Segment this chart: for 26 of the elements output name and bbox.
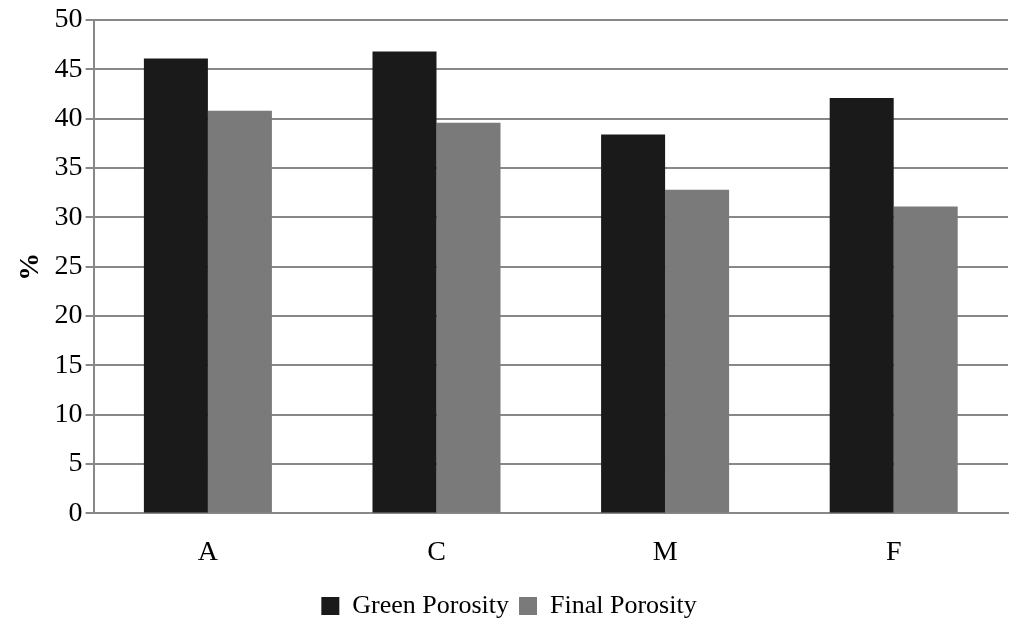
x-tick-label: C <box>427 534 446 566</box>
y-tick-label: 40 <box>54 101 83 133</box>
x-tick-label: F <box>885 534 902 566</box>
y-tick-label: 50 <box>54 2 83 34</box>
y-tick-label: 35 <box>54 150 83 182</box>
y-axis-title: % <box>13 252 45 281</box>
legend-label: Green Porosity <box>352 589 510 619</box>
y-tick-label: 10 <box>54 397 83 429</box>
bar <box>143 58 208 513</box>
bar <box>372 51 437 513</box>
y-tick-label: 45 <box>54 51 83 83</box>
y-tick-label: 5 <box>68 446 83 478</box>
y-tick-label: 20 <box>54 298 83 330</box>
y-tick-label: 30 <box>54 199 83 231</box>
bar <box>207 110 272 513</box>
bar <box>829 97 894 513</box>
legend-label: Final Porosity <box>550 589 697 619</box>
x-tick-label: A <box>197 534 219 566</box>
bar <box>436 122 501 513</box>
bar <box>665 189 730 513</box>
bar <box>601 134 666 513</box>
x-tick-label: M <box>652 534 678 566</box>
y-tick-label: 0 <box>68 495 83 527</box>
bar <box>893 206 958 513</box>
y-tick-label: 15 <box>54 347 83 379</box>
y-tick-label: 25 <box>54 249 83 281</box>
